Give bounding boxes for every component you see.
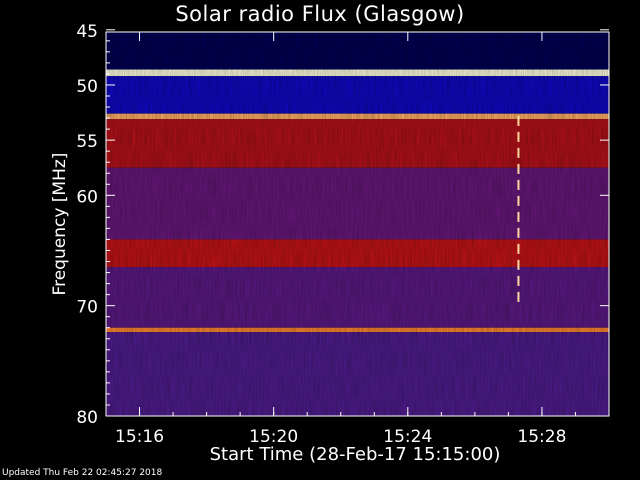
y-tick-label: 70 xyxy=(76,298,98,318)
noise-texture xyxy=(106,32,609,416)
x-axis-label: Start Time (28-Feb-17 15:15:00) xyxy=(209,444,501,465)
axes: 45 50 55 60 70 80 15:16 15:20 15:24 15:28 xyxy=(76,22,610,447)
plot-area xyxy=(106,32,609,416)
x-tick-label: 15:20 xyxy=(249,427,298,447)
plot-frame xyxy=(105,31,610,417)
y-tick-label: 50 xyxy=(76,77,98,97)
y-tick-label: 60 xyxy=(76,187,98,207)
x-tick-label: 15:16 xyxy=(115,427,164,447)
x-tick-label: 15:28 xyxy=(517,427,566,447)
chart-title: Solar radio Flux (Glasgow) xyxy=(175,2,465,26)
y-tick-label: 45 xyxy=(76,22,98,42)
y-axis-label: Frequency [MHz] xyxy=(50,152,70,296)
y-tick-label: 55 xyxy=(76,132,98,152)
y-tick-label: 80 xyxy=(76,408,98,428)
x-tick-label: 15:24 xyxy=(383,427,432,447)
updated-timestamp: Updated Thu Feb 22 02:45:27 2018 xyxy=(2,468,163,478)
